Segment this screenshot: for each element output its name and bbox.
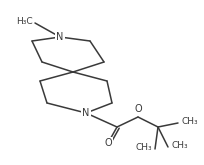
Text: O: O [104, 138, 112, 148]
Text: N: N [56, 32, 64, 42]
Text: H₃C: H₃C [16, 16, 33, 26]
Text: CH₃: CH₃ [172, 141, 189, 150]
Text: O: O [134, 104, 142, 114]
Text: CH₃: CH₃ [181, 116, 198, 126]
Text: N: N [82, 108, 90, 118]
Text: CH₃: CH₃ [135, 143, 152, 152]
